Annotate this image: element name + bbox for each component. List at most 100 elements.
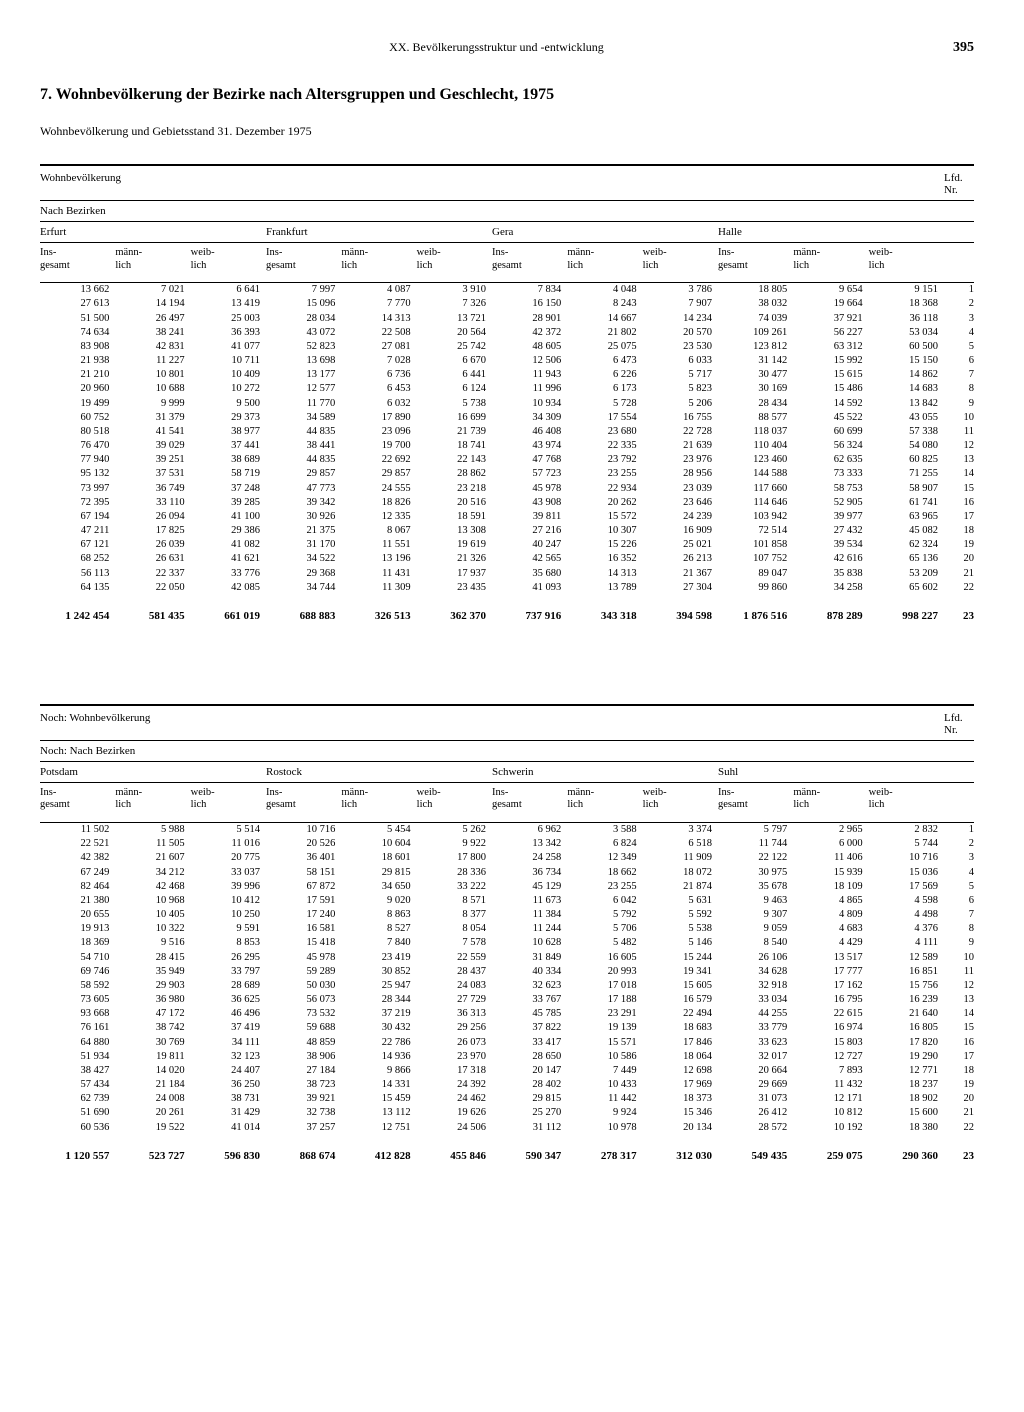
data-cell: 69 746 xyxy=(40,965,115,979)
data-cell: 16 352 xyxy=(567,552,642,566)
data-cell: 67 249 xyxy=(40,866,115,880)
data-cell: 23 291 xyxy=(567,1007,642,1021)
total-cell: 394 598 xyxy=(643,595,718,624)
data-cell: 16 579 xyxy=(643,993,718,1007)
table-row: 56 11322 33733 77629 36811 43117 93735 6… xyxy=(40,567,974,581)
col-maennlich: männ- lich xyxy=(341,247,416,272)
data-cell: 58 151 xyxy=(266,866,341,880)
data-cell: 29 815 xyxy=(341,866,416,880)
data-cell: 18 373 xyxy=(643,1092,718,1106)
data-cell: 16 974 xyxy=(793,1021,868,1035)
lfd-nr: 12 xyxy=(944,439,974,453)
data-cell: 8 377 xyxy=(417,908,492,922)
data-cell: 15 486 xyxy=(793,382,868,396)
table-row: 27 61314 19413 41915 0967 7707 32616 150… xyxy=(40,297,974,311)
data-cell: 5 728 xyxy=(567,397,642,411)
data-cell: 34 628 xyxy=(718,965,793,979)
data-cell: 6 173 xyxy=(567,382,642,396)
data-cell: 10 412 xyxy=(191,894,266,908)
data-cell: 40 247 xyxy=(492,538,567,552)
data-cell: 23 976 xyxy=(643,453,718,467)
lfd-nr: 18 xyxy=(944,1064,974,1078)
lfd-nr: 14 xyxy=(944,1007,974,1021)
data-cell: 47 172 xyxy=(115,1007,190,1021)
data-cell: 58 592 xyxy=(40,979,115,993)
lfd-nr: 20 xyxy=(944,552,974,566)
lfd-nr: 19 xyxy=(944,1078,974,1092)
data-cell: 15 418 xyxy=(266,936,341,950)
data-cell: 28 689 xyxy=(191,979,266,993)
data-cell: 11 016 xyxy=(191,837,266,851)
data-cell: 25 742 xyxy=(417,340,492,354)
data-cell: 15 036 xyxy=(869,866,944,880)
data-cell: 73 997 xyxy=(40,482,115,496)
data-cell: 38 723 xyxy=(266,1078,341,1092)
data-cell: 10 688 xyxy=(115,382,190,396)
data-cell: 6 670 xyxy=(417,354,492,368)
data-cell: 114 646 xyxy=(718,496,793,510)
data-cell: 11 227 xyxy=(115,354,190,368)
lfd-nr: 14 xyxy=(944,467,974,481)
data-cell: 17 800 xyxy=(417,851,492,865)
data-cell: 27 184 xyxy=(266,1064,341,1078)
data-cell: 7 834 xyxy=(492,283,567,297)
data-cell: 20 960 xyxy=(40,382,115,396)
total-cell: 278 317 xyxy=(567,1135,642,1164)
data-cell: 63 965 xyxy=(869,510,944,524)
total-cell: 1 242 454 xyxy=(40,595,115,624)
data-cell: 5 592 xyxy=(643,908,718,922)
data-cell: 4 111 xyxy=(869,936,944,950)
data-cell: 56 073 xyxy=(266,993,341,1007)
data-cell: 48 605 xyxy=(492,340,567,354)
data-cell: 7 578 xyxy=(417,936,492,950)
data-cell: 45 082 xyxy=(869,524,944,538)
data-cell: 20 664 xyxy=(718,1064,793,1078)
table-row: 62 73924 00838 73139 92115 45924 46229 8… xyxy=(40,1092,974,1106)
data-cell: 2 832 xyxy=(869,823,944,837)
data-cell: 6 736 xyxy=(341,368,416,382)
data-cell: 19 664 xyxy=(793,297,868,311)
lfd-nr: 12 xyxy=(944,979,974,993)
data-cell: 44 255 xyxy=(718,1007,793,1021)
data-cell: 23 970 xyxy=(417,1050,492,1064)
data-cell: 31 849 xyxy=(492,951,567,965)
data-cell: 3 786 xyxy=(643,283,718,297)
data-cell: 14 020 xyxy=(115,1064,190,1078)
data-cell: 29 386 xyxy=(191,524,266,538)
data-cell: 17 825 xyxy=(115,524,190,538)
district-header: Potsdam xyxy=(40,762,266,782)
data-cell: 36 980 xyxy=(115,993,190,1007)
data-cell: 29 373 xyxy=(191,411,266,425)
data-cell: 31 429 xyxy=(191,1106,266,1120)
data-cell: 25 947 xyxy=(341,979,416,993)
data-cell: 8 863 xyxy=(341,908,416,922)
data-cell: 15 939 xyxy=(793,866,868,880)
subcaption: Nach Bezirken xyxy=(40,201,974,221)
lfd-nr: 11 xyxy=(944,425,974,439)
lfd-nr: 20 xyxy=(944,1092,974,1106)
lfd-nr: 6 xyxy=(944,354,974,368)
col-maennlich: männ- lich xyxy=(567,247,642,272)
data-cell: 15 244 xyxy=(643,951,718,965)
table-row: 20 65510 40510 25017 2408 8638 37711 384… xyxy=(40,908,974,922)
col-insgesamt: Ins- gesamt xyxy=(492,247,567,272)
data-cell: 58 719 xyxy=(191,467,266,481)
data-cell: 36 749 xyxy=(115,482,190,496)
table-row: 58 59229 90328 68950 03025 94724 08332 6… xyxy=(40,979,974,993)
data-cell: 16 805 xyxy=(869,1021,944,1035)
table-row: 13 6627 0216 6417 9974 0873 9107 8344 04… xyxy=(40,283,974,297)
data-cell: 12 727 xyxy=(793,1050,868,1064)
data-cell: 14 194 xyxy=(115,297,190,311)
data-cell: 22 692 xyxy=(341,453,416,467)
data-cell: 45 522 xyxy=(793,411,868,425)
data-cell: 22 559 xyxy=(417,951,492,965)
total-cell: 362 370 xyxy=(417,595,492,624)
data-cell: 38 427 xyxy=(40,1064,115,1078)
data-cell: 28 336 xyxy=(417,866,492,880)
data-cell: 16 605 xyxy=(567,951,642,965)
data-cell: 15 600 xyxy=(869,1106,944,1120)
data-cell: 16 851 xyxy=(869,965,944,979)
data-cell: 10 812 xyxy=(793,1106,868,1120)
data-cell: 76 470 xyxy=(40,439,115,453)
data-cell: 77 940 xyxy=(40,453,115,467)
